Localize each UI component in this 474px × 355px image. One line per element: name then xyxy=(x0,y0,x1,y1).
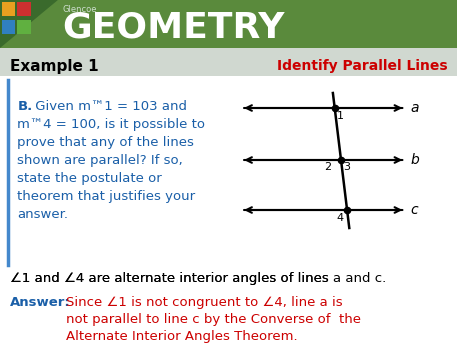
Text: Given m™1 = 103 and: Given m™1 = 103 and xyxy=(31,100,187,113)
Point xyxy=(337,157,345,163)
Text: 2: 2 xyxy=(324,162,331,172)
Text: Alternate Interior Angles Theorem.: Alternate Interior Angles Theorem. xyxy=(65,330,297,343)
Point xyxy=(331,105,338,111)
FancyBboxPatch shape xyxy=(2,2,16,16)
Text: ∠1 and ∠4 are alternate interior angles of lines a and c.: ∠1 and ∠4 are alternate interior angles … xyxy=(9,272,386,285)
Text: shown are parallel? If so,: shown are parallel? If so, xyxy=(18,154,183,167)
Point xyxy=(343,207,351,213)
FancyBboxPatch shape xyxy=(18,20,31,34)
Text: m™4 = 100, is it possible to: m™4 = 100, is it possible to xyxy=(18,118,205,131)
Text: not parallel to line c by the Converse of  the: not parallel to line c by the Converse o… xyxy=(65,313,361,326)
Text: Answer:: Answer: xyxy=(9,296,71,309)
Text: 1: 1 xyxy=(337,111,344,121)
Text: Glencoe: Glencoe xyxy=(63,5,97,15)
Text: answer.: answer. xyxy=(18,208,68,221)
Text: 4: 4 xyxy=(336,213,343,223)
Text: state the postulate or: state the postulate or xyxy=(18,172,162,185)
Text: GEOMETRY: GEOMETRY xyxy=(63,11,285,45)
Text: Identify Parallel Lines: Identify Parallel Lines xyxy=(277,59,448,73)
FancyBboxPatch shape xyxy=(0,0,457,48)
Text: prove that any of the lines: prove that any of the lines xyxy=(18,136,194,149)
Text: Example 1: Example 1 xyxy=(9,59,98,73)
Text: theorem that justifies your: theorem that justifies your xyxy=(18,190,195,203)
Text: b: b xyxy=(410,153,419,167)
Polygon shape xyxy=(0,0,58,48)
Text: c: c xyxy=(410,203,418,217)
FancyBboxPatch shape xyxy=(18,2,31,16)
FancyBboxPatch shape xyxy=(0,48,457,76)
Text: Since ∠1 is not congruent to ∠4, line a is: Since ∠1 is not congruent to ∠4, line a … xyxy=(65,296,342,309)
Text: ∠1 and ∠4 are alternate interior angles of lines: ∠1 and ∠4 are alternate interior angles … xyxy=(9,272,333,285)
FancyBboxPatch shape xyxy=(2,20,16,34)
Text: 3: 3 xyxy=(343,162,350,172)
FancyBboxPatch shape xyxy=(0,76,457,355)
Text: a: a xyxy=(410,101,419,115)
Text: B.: B. xyxy=(18,100,33,113)
